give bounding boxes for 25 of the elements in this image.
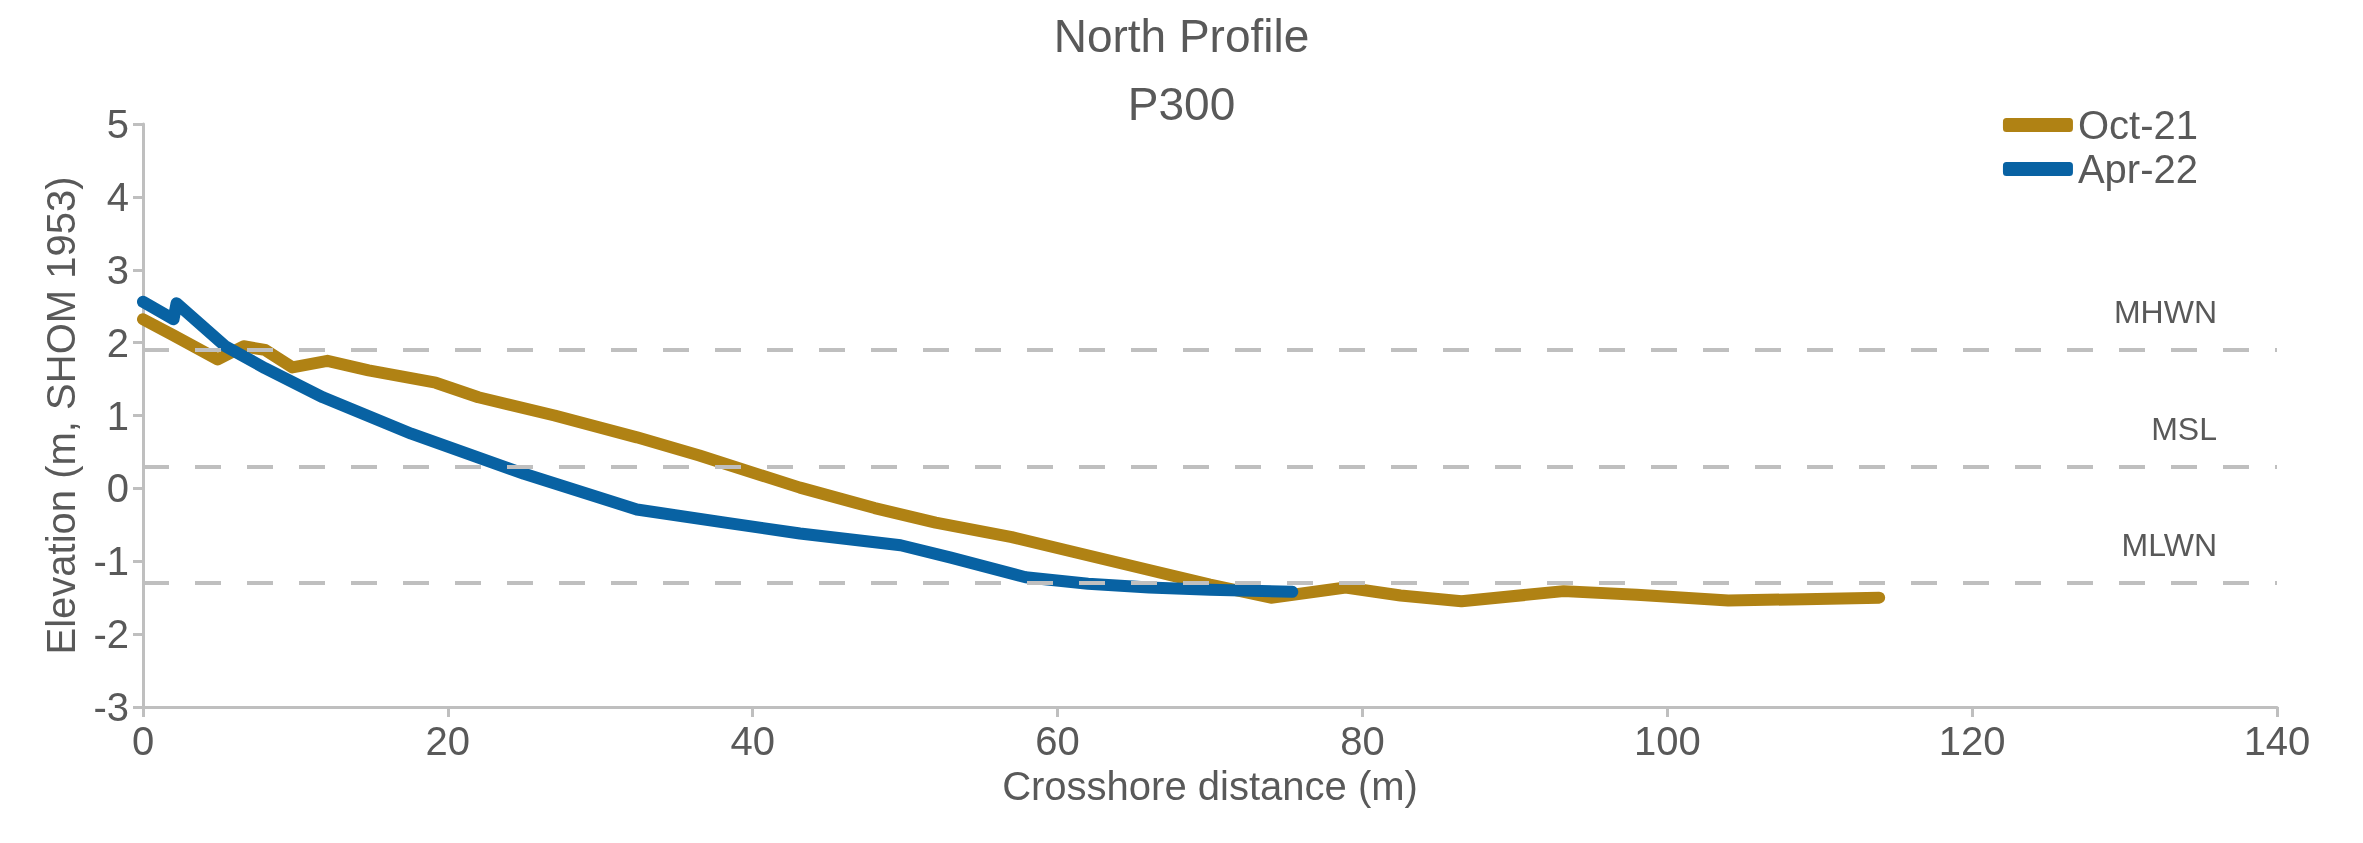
y-tick-label: 5 bbox=[106, 102, 129, 146]
legend-label: Apr-22 bbox=[2077, 147, 2198, 191]
y-tick-label: 1 bbox=[106, 393, 129, 438]
y-tick-label: -2 bbox=[93, 612, 129, 657]
x-tick-label: 20 bbox=[425, 719, 471, 763]
x-tick-label: 100 bbox=[1633, 719, 1701, 763]
chart-title: North Profile bbox=[1053, 10, 1310, 62]
x-tick-label: 80 bbox=[1340, 719, 1385, 763]
y-tick-label: 0 bbox=[106, 466, 129, 511]
y-tick-label: 2 bbox=[106, 320, 129, 365]
y-tick-label: 4 bbox=[106, 174, 129, 219]
legend-label: Oct-21 bbox=[2077, 103, 2198, 147]
y-tick-label: -1 bbox=[93, 539, 129, 584]
ref-line-label: MLWN bbox=[2121, 527, 2217, 564]
x-tick-label: 120 bbox=[1938, 719, 2006, 763]
y-axis-title: Elevation (m, SHOM 1953) bbox=[39, 176, 83, 655]
x-tick-label: 40 bbox=[730, 719, 775, 763]
x-axis-title: Crosshore distance (m) bbox=[1002, 763, 1418, 808]
y-tick-label: -3 bbox=[93, 685, 129, 729]
x-tick-label: 60 bbox=[1035, 719, 1080, 763]
ref-line-label: MHWN bbox=[2113, 293, 2217, 330]
x-tick-label: 140 bbox=[2243, 719, 2311, 763]
y-tick-label: 3 bbox=[106, 247, 129, 292]
ref-line-label: MSL bbox=[2151, 410, 2217, 447]
chart-subtitle: P300 bbox=[1127, 78, 1236, 130]
